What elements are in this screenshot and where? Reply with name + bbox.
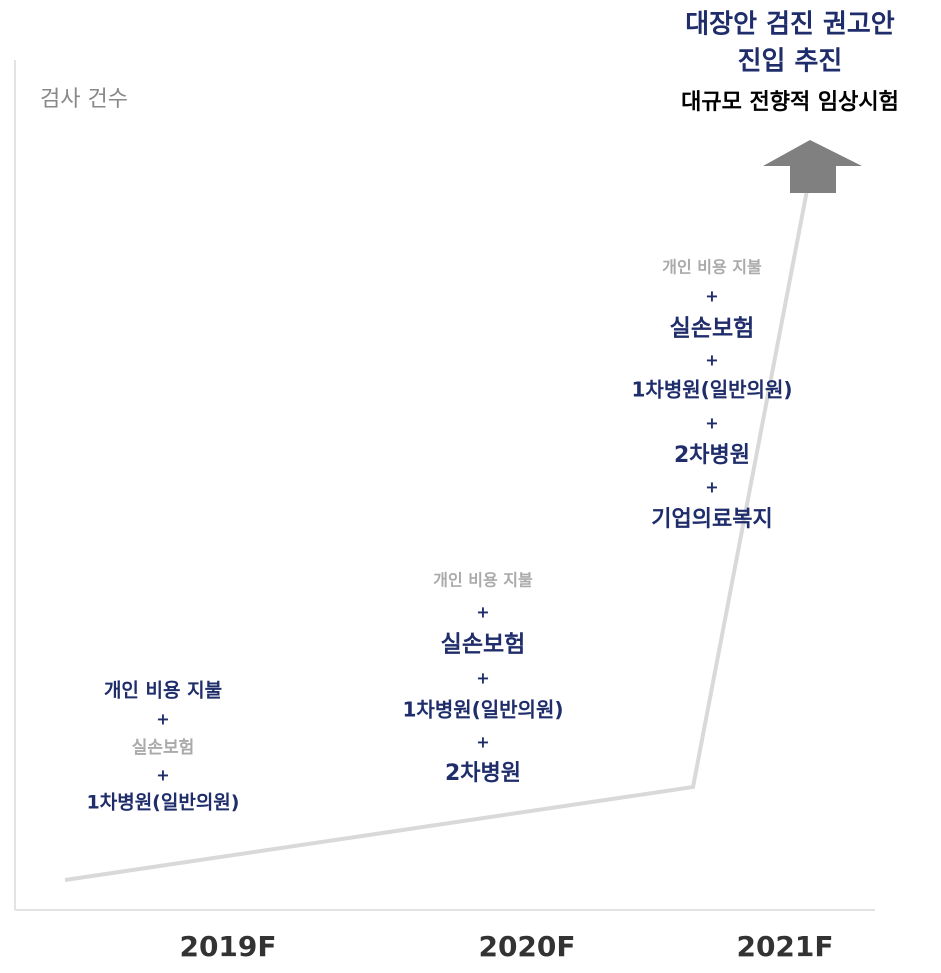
item: + (705, 351, 718, 370)
item: + (156, 766, 169, 785)
headline: 대장안 검진 권고안 (685, 10, 895, 40)
item: 개인 비용 지불 (662, 258, 762, 277)
item: + (705, 414, 718, 433)
item: 1차병원(일반의원) (87, 792, 240, 814)
subheadline: 대규모 전향적 임상시험 (681, 89, 899, 115)
item: 2차병원 (674, 443, 750, 468)
item: 1차병원(일반의원) (403, 698, 564, 722)
growth-line (64, 184, 810, 882)
item: 개인 비용 지불 (433, 571, 533, 590)
item: + (476, 733, 489, 752)
item: + (705, 478, 718, 497)
x-label: 2021F (736, 930, 833, 963)
item: 실손보험 (441, 632, 526, 658)
item: 기업의료복지 (651, 507, 772, 532)
arrow (763, 140, 862, 193)
item: 실손보험 (132, 737, 195, 758)
column-2021: 개인 비용 지불 + 실손보험 + 1차병원(일반의원) + 2차병원 + 기업… (632, 258, 793, 533)
x-label: 2019F (179, 930, 276, 963)
item: 개인 비용 지불 (104, 680, 222, 702)
item: + (476, 669, 489, 688)
item: 실손보험 (670, 316, 755, 342)
headline: 진입 추진 (738, 47, 843, 77)
column-2020: 개인 비용 지불 + 실손보험 + 1차병원(일반의원) + 2차병원 (403, 571, 564, 787)
item: + (705, 287, 718, 306)
x-label: 2020F (478, 930, 575, 963)
item: 2차병원 (445, 761, 521, 786)
item: + (476, 603, 489, 622)
item: 1차병원(일반의원) (632, 378, 793, 402)
item: + (156, 710, 169, 729)
y-axis-label: 검사 건수 (40, 87, 128, 112)
column-2019: 개인 비용 지불 + 실손보험 + 1차병원(일반의원) (87, 680, 240, 814)
